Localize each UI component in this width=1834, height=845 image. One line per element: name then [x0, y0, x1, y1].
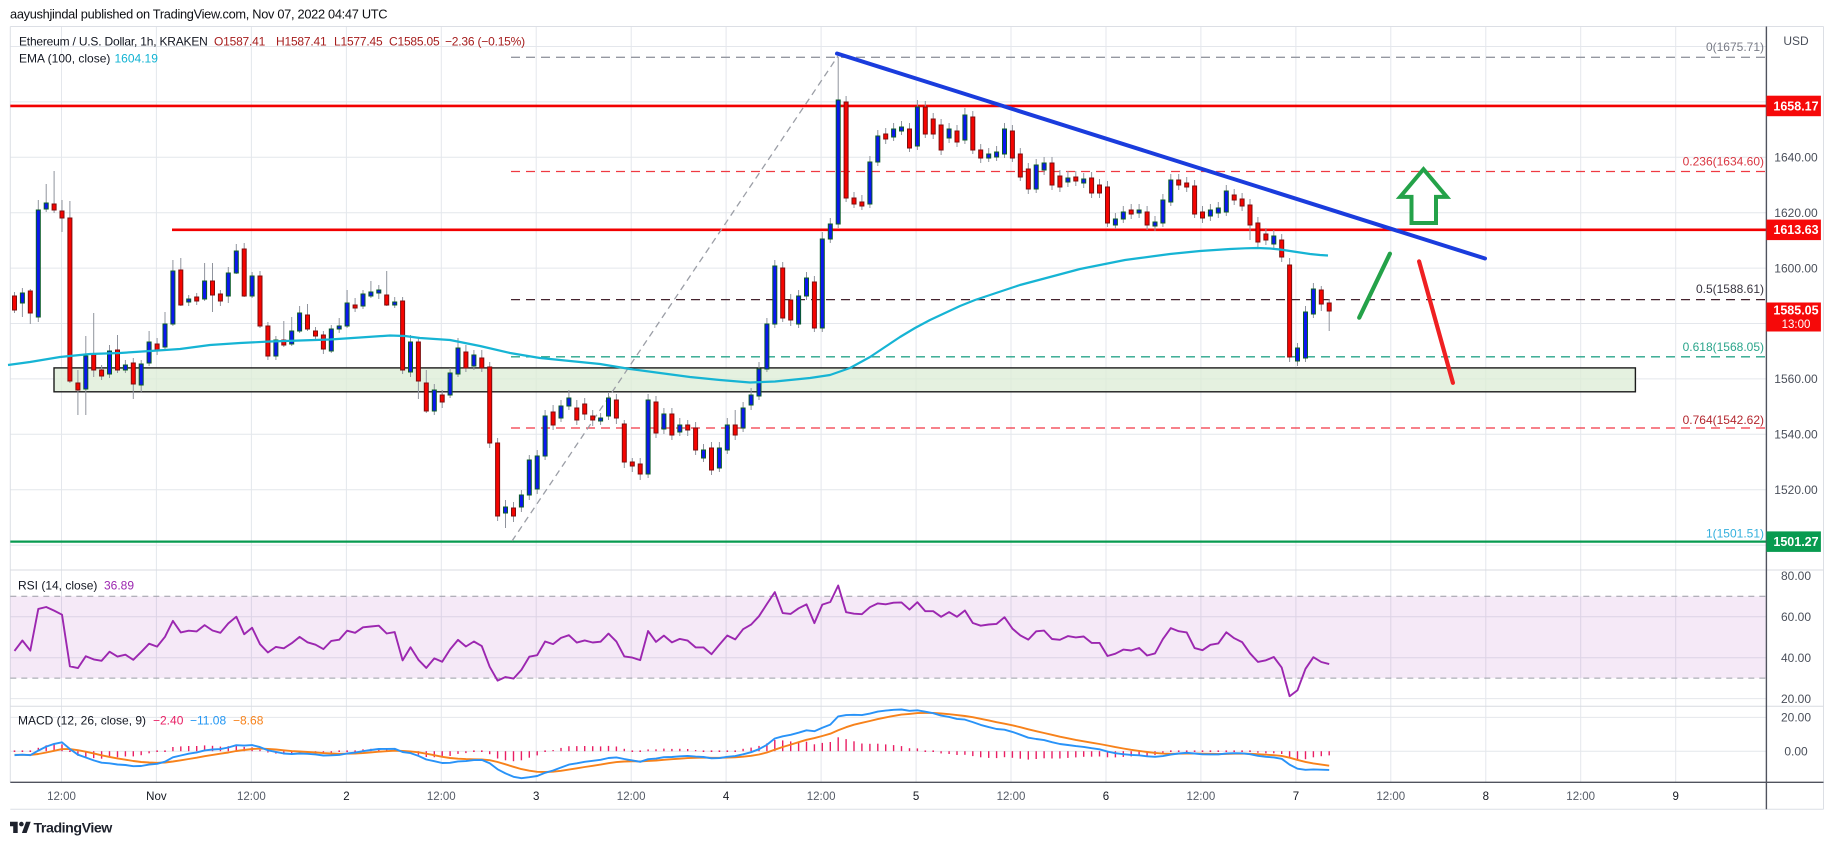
svg-text:−8.68: −8.68 — [233, 713, 264, 727]
svg-text:12:00: 12:00 — [807, 791, 836, 803]
svg-text:H1587.41: H1587.41 — [276, 35, 327, 49]
svg-text:3: 3 — [533, 791, 539, 803]
svg-text:−2.40: −2.40 — [153, 713, 184, 727]
svg-text:12:00: 12:00 — [237, 791, 266, 803]
svg-text:C1585.05: C1585.05 — [389, 35, 440, 49]
svg-text:1520.00: 1520.00 — [1774, 483, 1818, 497]
svg-text:−2.36 (−0.15%): −2.36 (−0.15%) — [445, 35, 525, 49]
svg-text:0.5(1588.61): 0.5(1588.61) — [1696, 282, 1764, 296]
svg-text:aayushjindal published on Trad: aayushjindal published on TradingView.co… — [10, 7, 387, 22]
svg-text:O1587.41: O1587.41 — [214, 35, 266, 49]
svg-text:12:00: 12:00 — [427, 791, 456, 803]
svg-text:5: 5 — [913, 791, 919, 803]
svg-text:36.89: 36.89 — [104, 578, 134, 592]
svg-text:1(1501.51): 1(1501.51) — [1706, 526, 1764, 540]
svg-text:TradingView: TradingView — [34, 821, 114, 837]
svg-text:12:00: 12:00 — [617, 791, 646, 803]
svg-text:1585.05: 1585.05 — [1773, 304, 1818, 318]
svg-text:0.764(1542.62): 0.764(1542.62) — [1683, 413, 1764, 427]
svg-text:USD: USD — [1783, 34, 1809, 48]
svg-text:13:00: 13:00 — [1782, 319, 1811, 331]
svg-text:1540.00: 1540.00 — [1774, 428, 1818, 442]
svg-text:20.00: 20.00 — [1781, 692, 1811, 706]
svg-text:6: 6 — [1103, 791, 1109, 803]
svg-text:0(1675.71): 0(1675.71) — [1706, 40, 1764, 54]
svg-text:4: 4 — [723, 791, 730, 803]
svg-text:MACD (12, 26, close, 9): MACD (12, 26, close, 9) — [18, 713, 146, 727]
svg-text:9: 9 — [1672, 791, 1678, 803]
svg-text:12:00: 12:00 — [1376, 791, 1405, 803]
svg-text:0.236(1634.60): 0.236(1634.60) — [1683, 155, 1764, 169]
svg-text:EMA (100, close): EMA (100, close) — [19, 52, 110, 66]
svg-text:12:00: 12:00 — [1187, 791, 1216, 803]
svg-text:Ethereum / U.S. Dollar, 1h, KR: Ethereum / U.S. Dollar, 1h, KRAKEN — [19, 35, 208, 49]
svg-text:20.00: 20.00 — [1781, 711, 1811, 725]
svg-text:8: 8 — [1483, 791, 1489, 803]
svg-text:RSI (14, close): RSI (14, close) — [18, 578, 97, 592]
svg-text:1501.27: 1501.27 — [1773, 535, 1818, 549]
svg-text:0.618(1568.05): 0.618(1568.05) — [1683, 340, 1764, 354]
svg-text:L1577.45: L1577.45 — [334, 35, 383, 49]
svg-text:1640.00: 1640.00 — [1774, 151, 1818, 165]
svg-text:40.00: 40.00 — [1781, 651, 1811, 665]
svg-text:12:00: 12:00 — [47, 791, 76, 803]
svg-text:−11.08: −11.08 — [190, 713, 226, 727]
svg-text:12:00: 12:00 — [1566, 791, 1595, 803]
svg-text:1613.63: 1613.63 — [1773, 223, 1818, 237]
svg-text:1600.00: 1600.00 — [1774, 261, 1818, 275]
svg-text:0.00: 0.00 — [1784, 744, 1808, 758]
svg-text:2: 2 — [343, 791, 349, 803]
svg-text:7: 7 — [1293, 791, 1299, 803]
svg-text:1658.17: 1658.17 — [1773, 99, 1818, 113]
svg-text:80.00: 80.00 — [1781, 569, 1811, 583]
svg-text:12:00: 12:00 — [997, 791, 1026, 803]
svg-text:1560.00: 1560.00 — [1774, 372, 1818, 386]
svg-text:60.00: 60.00 — [1781, 610, 1811, 624]
svg-text:1604.19: 1604.19 — [115, 52, 159, 66]
svg-text:1620.00: 1620.00 — [1774, 206, 1818, 220]
svg-text:Nov: Nov — [146, 791, 167, 803]
